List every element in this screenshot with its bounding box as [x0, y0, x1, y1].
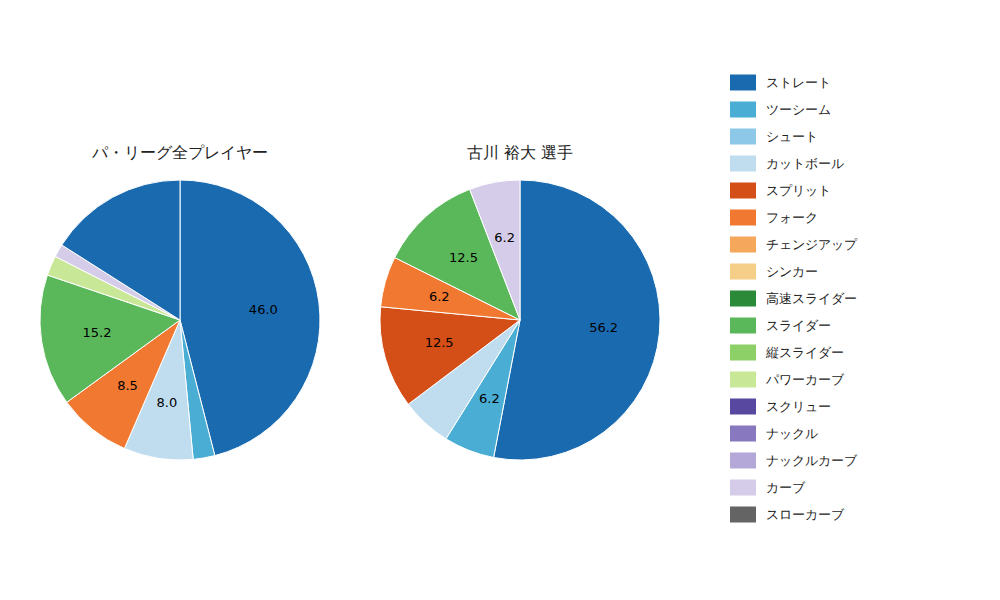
legend-swatch	[730, 507, 756, 523]
data-label: 46.0	[249, 302, 278, 317]
legend-entry: シュート	[766, 129, 818, 144]
legend-entry: フォーク	[766, 210, 818, 225]
pie	[380, 180, 660, 460]
legend-swatch	[730, 183, 756, 199]
data-labels: 56.2 6.2 12.5 6.2 12.5 6.2	[425, 230, 618, 406]
data-labels: 46.0 8.0 8.5 15.2	[82, 302, 277, 410]
legend-swatch	[730, 264, 756, 280]
slice	[62, 180, 180, 320]
legend-swatch	[730, 75, 756, 91]
data-label: 8.0	[157, 395, 178, 410]
legend-entry: ナックルカーブ	[766, 453, 858, 468]
legend-swatch	[730, 102, 756, 118]
legend-entry: ストレート	[766, 75, 831, 90]
legend-entry: スローカーブ	[766, 507, 845, 522]
legend-swatch	[730, 129, 756, 145]
legend-swatch	[730, 291, 756, 307]
legend: ストレートツーシームシュートカットボールスプリットフォークチェンジアップシンカー…	[730, 75, 858, 523]
chart: 46.0 8.0 8.5 15.2 パ・リーグ全プレイヤー 56.2 6.2 12.5 6.2 1…	[0, 0, 1000, 600]
legend-entry: カットボール	[766, 156, 844, 171]
legend-entry: ナックル	[766, 426, 818, 441]
legend-swatch	[730, 210, 756, 226]
data-label: 8.5	[117, 378, 138, 393]
legend-swatch	[730, 237, 756, 253]
legend-entry: スプリット	[766, 183, 831, 198]
title: パ・リーグ全プレイヤー	[91, 143, 268, 162]
legend-swatch	[730, 426, 756, 442]
legend-swatch	[730, 399, 756, 415]
title: 古川 裕大 選手	[467, 143, 573, 162]
data-label: 56.2	[589, 320, 618, 335]
legend-entry: ツーシーム	[766, 102, 831, 117]
legend-swatch	[730, 318, 756, 334]
data-label: 12.5	[425, 335, 454, 350]
legend-entry: スライダー	[766, 318, 831, 333]
legend-entry: チェンジアップ	[766, 237, 858, 252]
data-label: 6.2	[429, 289, 450, 304]
legend-swatch	[730, 480, 756, 496]
legend-swatch	[730, 453, 756, 469]
legend-swatch	[730, 156, 756, 172]
legend-entry: パワーカーブ	[765, 372, 845, 387]
legend-entry: カーブ	[766, 480, 806, 495]
legend-entry: スクリュー	[766, 399, 831, 414]
legend-entry: シンカー	[766, 264, 818, 279]
legend-swatch	[730, 372, 756, 388]
legend-entry: 高速スライダー	[766, 291, 857, 306]
pie	[40, 180, 320, 460]
legend-entry: 縦スライダー	[765, 345, 844, 360]
data-label: 12.5	[449, 250, 478, 265]
slice	[380, 307, 520, 405]
data-label: 6.2	[494, 230, 515, 245]
legend-swatch	[730, 345, 756, 361]
data-label: 15.2	[82, 325, 111, 340]
data-label: 6.2	[479, 391, 500, 406]
